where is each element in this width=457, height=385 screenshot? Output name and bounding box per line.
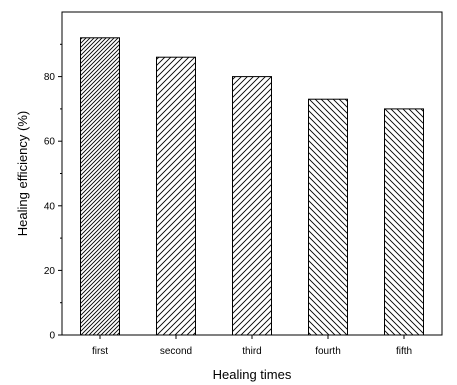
y-tick-label-40: 40 — [44, 201, 56, 212]
bar-first — [80, 37, 120, 336]
x-tick-label-first: first — [92, 346, 108, 357]
y-tick-label-0: 0 — [49, 331, 55, 342]
x-tick-label-fourth: fourth — [315, 346, 341, 357]
x-tick-label-third: third — [242, 346, 261, 357]
bar-second — [156, 56, 196, 336]
x-tick-label-second: second — [160, 346, 192, 357]
y-axis-title: Healing efficiency (%) — [15, 111, 30, 236]
x-axis-title: Healing times — [213, 367, 292, 382]
y-tick-label-60: 60 — [44, 137, 56, 148]
x-axis: first second third fourth fifth — [92, 335, 412, 357]
x-tick-label-fifth: fifth — [396, 346, 412, 357]
bar-fifth — [384, 108, 424, 336]
bar-third — [232, 76, 272, 336]
bar-fourth — [308, 98, 348, 336]
bars-group — [80, 37, 424, 336]
y-tick-label-20: 20 — [44, 266, 56, 277]
y-axis: 0 20 40 60 80 — [44, 43, 62, 342]
y-tick-label-80: 80 — [44, 72, 56, 83]
